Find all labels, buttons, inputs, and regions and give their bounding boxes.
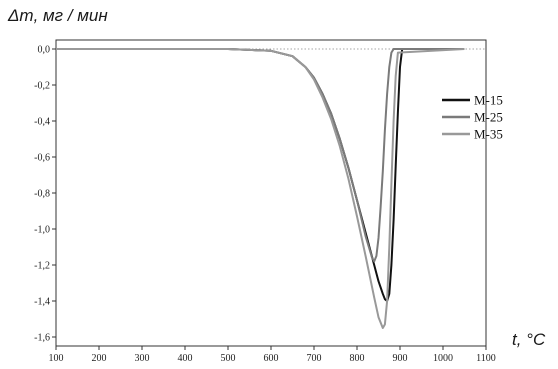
x-tick-label: 800	[350, 353, 365, 364]
y-tick-label: -1,0	[34, 225, 50, 236]
x-tick-label: 900	[393, 353, 408, 364]
series-line-m-35	[56, 48, 465, 329]
plot-frame	[55, 39, 487, 347]
x-tick-label: 1100	[476, 353, 496, 364]
x-axis-label: t, °C	[512, 330, 546, 349]
y-tick-label: -0,2	[34, 81, 50, 92]
legend-label: M-35	[474, 127, 503, 142]
x-tick-label: 700	[307, 353, 322, 364]
x-tick-label: 200	[92, 353, 107, 364]
x-tick-label: 500	[221, 353, 236, 364]
y-axis-label: Δm, мг / мин	[8, 6, 108, 25]
y-tick-label: -1,6	[34, 333, 50, 344]
y-tick-label: -0,4	[34, 117, 50, 128]
x-tick-label: 300	[135, 353, 150, 364]
y-tick-label: -0,8	[34, 189, 50, 200]
y-tick-label: -1,4	[34, 297, 50, 308]
series-line-m-15	[56, 48, 465, 302]
x-tick-label: 600	[264, 353, 279, 364]
legend-label: M-25	[474, 110, 503, 125]
x-tick-label: 100	[49, 353, 64, 364]
y-tick-label: 0,0	[38, 45, 51, 56]
series-line-m-25	[56, 48, 465, 263]
x-tick-label: 400	[178, 353, 193, 364]
y-tick-label: -0,6	[34, 153, 50, 164]
y-tick-label: -1,2	[34, 261, 50, 272]
legend-label: M-15	[474, 93, 503, 108]
x-tick-label: 1000	[433, 353, 453, 364]
